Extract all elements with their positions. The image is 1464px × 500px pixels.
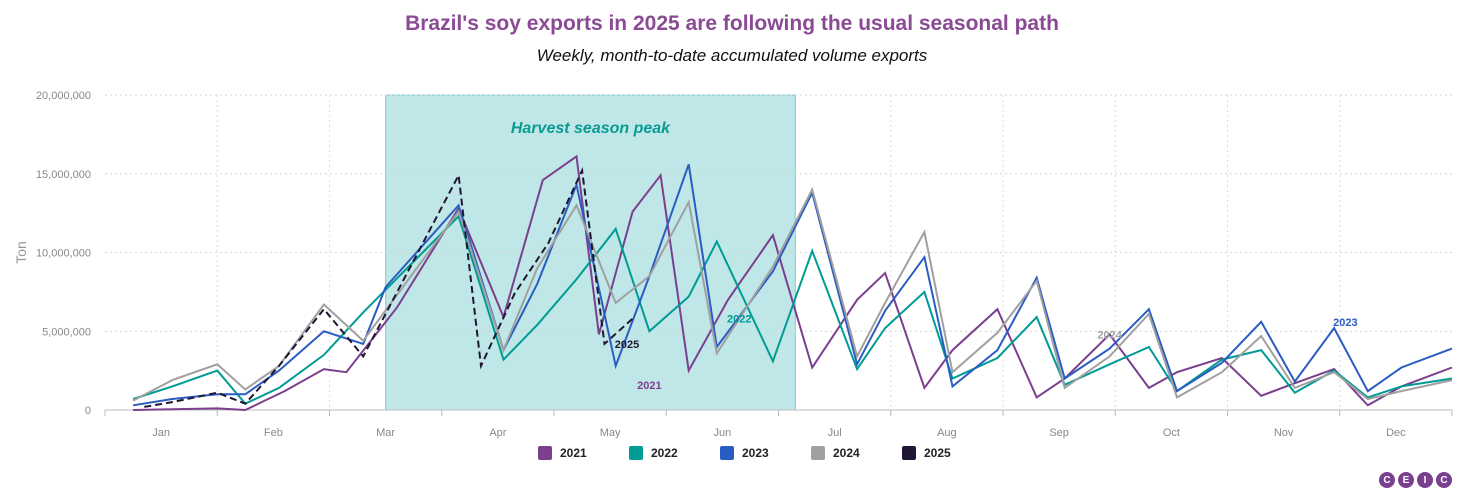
legend-item-2021[interactable]: 2021 [538, 446, 587, 460]
x-tick-label: Apr [489, 427, 506, 439]
logo-letter: C [1436, 472, 1452, 488]
chart-subtitle: Weekly, month-to-date accumulated volume… [536, 46, 928, 65]
legend-label: 2021 [560, 446, 587, 460]
x-tick-label: Oct [1163, 427, 1180, 439]
legend-item-2025[interactable]: 2025 [902, 446, 951, 460]
annotation-2025: 2025 [615, 339, 639, 351]
legend-label: 2024 [833, 446, 860, 460]
series-line-2021 [133, 154, 1453, 412]
x-tick-label: Mar [376, 427, 395, 439]
y-tick-label: 10,000,000 [36, 248, 91, 260]
logo-letter: C [1379, 472, 1395, 488]
x-tick-label: Jan [152, 427, 170, 439]
series-line-2025 [144, 167, 634, 408]
legend-swatch [902, 446, 916, 460]
legend-item-2022[interactable]: 2022 [629, 446, 678, 460]
x-tick-label: Aug [937, 427, 957, 439]
legend-swatch [629, 446, 643, 460]
legend-swatch [538, 446, 552, 460]
x-tick-label: Dec [1386, 427, 1406, 439]
annotation-2022: 2022 [727, 314, 751, 326]
legend-swatch [720, 446, 734, 460]
x-tick-label: Feb [264, 427, 283, 439]
x-tick-label: Jul [828, 427, 842, 439]
y-tick-label: 0 [85, 405, 91, 417]
x-tick-label: Jun [714, 427, 732, 439]
series-line-2024 [132, 186, 1453, 402]
y-tick-label: 15,000,000 [36, 169, 91, 181]
annotation-2024: 2024 [1097, 329, 1122, 341]
legend-item-2024[interactable]: 2024 [811, 446, 860, 460]
chart-legend: 2021 2022 2023 2024 2025 [0, 446, 1464, 466]
annotation-2021: 2021 [637, 380, 661, 392]
y-tick-label: 5,000,000 [42, 326, 91, 338]
annotation-2023: 2023 [1333, 317, 1357, 329]
harvest-season-label: Harvest season peak [511, 120, 671, 137]
y-tick-label: 20,000,000 [36, 90, 91, 102]
legend-label: 2025 [924, 446, 951, 460]
x-tick-label: May [600, 427, 621, 439]
x-tick-label: Nov [1274, 427, 1294, 439]
y-axis-title: Ton [13, 241, 29, 264]
legend-label: 2023 [742, 446, 769, 460]
chart-title: Brazil's soy exports in 2025 are followi… [405, 12, 1059, 35]
legend-swatch [811, 446, 825, 460]
legend-label: 2022 [651, 446, 678, 460]
logo-letter: I [1417, 472, 1433, 488]
x-tick-label: Sep [1049, 427, 1069, 439]
logo-letter: E [1398, 472, 1414, 488]
legend-item-2023[interactable]: 2023 [720, 446, 769, 460]
